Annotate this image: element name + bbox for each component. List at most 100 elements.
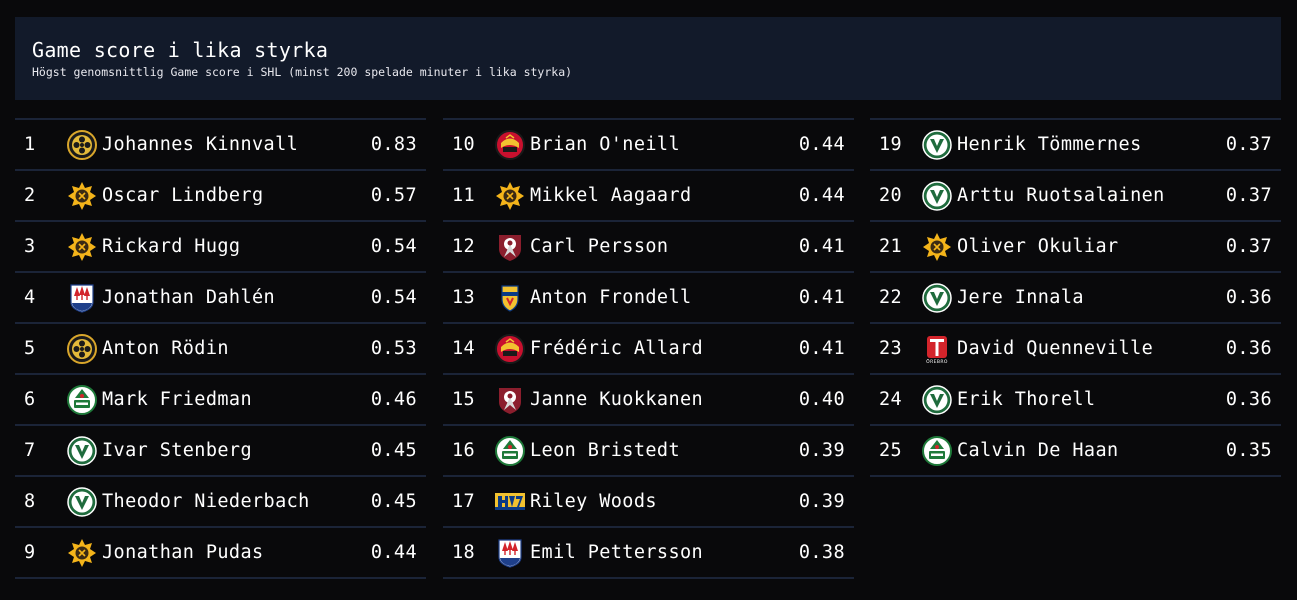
- djurgarden-logo: [495, 283, 525, 313]
- player-name: Oliver Okuliar: [957, 236, 1119, 257]
- rank-label: 5: [24, 338, 36, 359]
- table-row: 8 Theodor Niederbach 0.45: [15, 477, 426, 528]
- lulea-logo: [67, 181, 97, 211]
- table-row: 20 Arttu Ruotsalainen 0.37: [870, 171, 1281, 222]
- rank-label: 3: [24, 236, 36, 257]
- rank-label: 20: [879, 185, 903, 206]
- game-score-value: 0.35: [1225, 440, 1272, 461]
- player-name: Calvin De Haan: [957, 440, 1119, 461]
- rank-label: 17: [452, 491, 476, 512]
- game-score-value: 0.54: [370, 236, 417, 257]
- table-row: 10 Brian O'neill 0.44: [443, 120, 854, 171]
- player-name: Jonathan Pudas: [102, 542, 264, 563]
- game-score-value: 0.41: [798, 338, 845, 359]
- player-name: Anton Rödin: [102, 338, 229, 359]
- rank-label: 25: [879, 440, 903, 461]
- game-score-value: 0.53: [370, 338, 417, 359]
- game-score-value: 0.39: [798, 491, 845, 512]
- table-row: 14 Frédéric Allard 0.41: [443, 324, 854, 375]
- game-score-value: 0.36: [1225, 338, 1272, 359]
- game-score-value: 0.37: [1225, 236, 1272, 257]
- chart-title: Game score i lika styrka: [32, 38, 329, 62]
- table-row: 3 Rickard Hugg 0.54: [15, 222, 426, 273]
- rank-label: 12: [452, 236, 476, 257]
- game-score-value: 0.37: [1225, 134, 1272, 155]
- player-name: Ivar Stenberg: [102, 440, 252, 461]
- table-row: 22 Jere Innala 0.36: [870, 273, 1281, 324]
- svg-text:ÖREBRO: ÖREBRO: [926, 358, 948, 364]
- player-name: David Quenneville: [957, 338, 1154, 359]
- brynas-logo: [495, 130, 525, 160]
- table-row: 2 Oscar Lindberg 0.57: [15, 171, 426, 222]
- leaderboard-table: 1 Johannes Kinnvall 0.83 2 Oscar Lindberg 0.5…: [15, 118, 1281, 579]
- table-row: 19 Henrik Tömmernes 0.37: [870, 120, 1281, 171]
- player-name: Theodor Niederbach: [102, 491, 310, 512]
- player-name: Janne Kuokkanen: [530, 389, 704, 410]
- rank-label: 7: [24, 440, 36, 461]
- table-row: 4 Jonathan Dahlén 0.54: [15, 273, 426, 324]
- table-column-2: 10 Brian O'neill 0.44 11 Mikkel Aagaard 0.44 1…: [443, 118, 854, 579]
- table-row: 21 Oliver Okuliar 0.37: [870, 222, 1281, 273]
- table-row: 5 Anton Rödin 0.53: [15, 324, 426, 375]
- game-score-value: 0.44: [798, 185, 845, 206]
- frolunda-logo: [67, 487, 97, 517]
- rank-label: 18: [452, 542, 476, 563]
- rank-label: 10: [452, 134, 476, 155]
- rank-label: 11: [452, 185, 476, 206]
- player-name: Arttu Ruotsalainen: [957, 185, 1165, 206]
- table-row: 7 Ivar Stenberg 0.45: [15, 426, 426, 477]
- table-row: 15 Janne Kuokkanen 0.40: [443, 375, 854, 426]
- rank-label: 16: [452, 440, 476, 461]
- game-score-value: 0.45: [370, 440, 417, 461]
- player-name: Oscar Lindberg: [102, 185, 264, 206]
- hv71-logo: [495, 487, 525, 517]
- frolunda-logo: [922, 283, 952, 313]
- table-row: 24 Erik Thorell 0.36: [870, 375, 1281, 426]
- player-name: Brian O'neill: [530, 134, 680, 155]
- rank-label: 4: [24, 287, 36, 308]
- game-score-value: 0.38: [798, 542, 845, 563]
- game-score-value: 0.44: [798, 134, 845, 155]
- table-row: 23 ÖREBRO David Quenneville 0.36: [870, 324, 1281, 375]
- player-name: Rickard Hugg: [102, 236, 241, 257]
- brynas-logo: [495, 334, 525, 364]
- rank-label: 24: [879, 389, 903, 410]
- game-score-value: 0.39: [798, 440, 845, 461]
- table-column-1: 1 Johannes Kinnvall 0.83 2 Oscar Lindberg 0.5…: [15, 118, 426, 579]
- player-name: Jonathan Dahlén: [102, 287, 276, 308]
- chart-header: Game score i lika styrka Högst genomsnit…: [15, 17, 1281, 100]
- player-name: Riley Woods: [530, 491, 657, 512]
- player-name: Emil Pettersson: [530, 542, 704, 563]
- table-row: 17 Riley Woods 0.39: [443, 477, 854, 528]
- player-name: Anton Frondell: [530, 287, 692, 308]
- player-name: Frédéric Allard: [530, 338, 704, 359]
- game-score-value: 0.36: [1225, 287, 1272, 308]
- game-score-value: 0.54: [370, 287, 417, 308]
- rank-label: 21: [879, 236, 903, 257]
- table-row: 25 Calvin De Haan 0.35: [870, 426, 1281, 477]
- lulea-logo: [922, 232, 952, 262]
- rogle-logo: [922, 436, 952, 466]
- modo-logo: [495, 385, 525, 415]
- orebro-logo: ÖREBRO: [922, 334, 952, 364]
- game-score-value: 0.46: [370, 389, 417, 410]
- timra-logo: [495, 538, 525, 568]
- skelleftea-logo: [67, 334, 97, 364]
- rank-label: 1: [24, 134, 36, 155]
- player-name: Mark Friedman: [102, 389, 252, 410]
- rank-label: 23: [879, 338, 903, 359]
- game-score-value: 0.45: [370, 491, 417, 512]
- player-name: Erik Thorell: [957, 389, 1096, 410]
- game-score-value: 0.57: [370, 185, 417, 206]
- table-row: 16 Leon Bristedt 0.39: [443, 426, 854, 477]
- rank-label: 13: [452, 287, 476, 308]
- frolunda-logo: [67, 436, 97, 466]
- rogle-logo: [67, 385, 97, 415]
- game-score-value: 0.83: [370, 134, 417, 155]
- lulea-logo: [67, 538, 97, 568]
- skelleftea-logo: [67, 130, 97, 160]
- modo-logo: [495, 232, 525, 262]
- player-name: Carl Persson: [530, 236, 669, 257]
- rank-label: 22: [879, 287, 903, 308]
- game-score-value: 0.41: [798, 287, 845, 308]
